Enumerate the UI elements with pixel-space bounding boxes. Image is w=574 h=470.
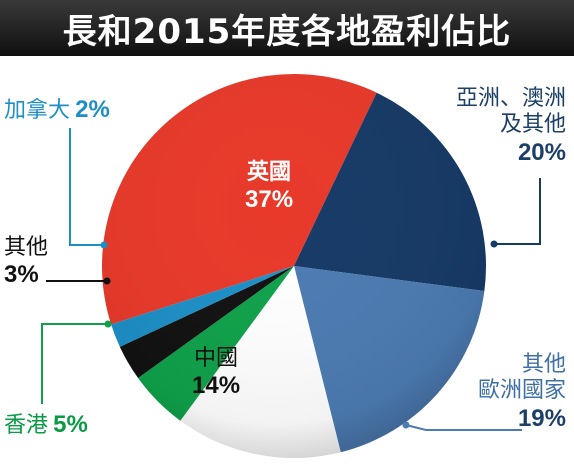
label-hk-name: 香港 — [4, 413, 49, 438]
label-uk-name: 英國 — [247, 160, 292, 185]
label-china: 中國 14% — [192, 346, 240, 401]
label-canada-name: 加拿大 — [4, 98, 71, 123]
leader-line-hk — [41, 323, 108, 404]
label-other: 其他 3% — [4, 235, 48, 290]
label-other-pct: 3% — [4, 261, 39, 289]
label-uk: 英國 37% — [245, 160, 293, 215]
leader-dot-other — [103, 277, 111, 285]
leader-dot-asia — [490, 240, 498, 248]
leader-line-asia — [494, 178, 541, 245]
label-china-pct: 14% — [192, 372, 241, 400]
label-europe-line2: 歐洲國家 — [477, 378, 566, 404]
label-europe-line1: 其他 — [521, 352, 566, 377]
label-asia: 亞洲、澳洲 及其他 20% — [456, 86, 566, 168]
title-bar: 長和2015年度各地盈利佔比 — [0, 0, 574, 56]
label-asia-line1: 亞洲、澳洲 — [455, 86, 566, 111]
leader-dot-hk — [104, 320, 112, 328]
label-hk: 香港 5% — [4, 411, 88, 440]
label-canada-pct: 2% — [75, 96, 110, 123]
label-canada: 加拿大 2% — [4, 96, 110, 125]
pie-shading — [102, 74, 486, 458]
leader-dot-europe — [402, 421, 410, 429]
label-china-name: 中國 — [194, 346, 239, 371]
leader-line-canada — [69, 128, 104, 246]
leader-dot-canada — [100, 241, 108, 249]
label-hk-pct: 5% — [53, 411, 88, 438]
chart-title: 長和2015年度各地盈利佔比 — [62, 11, 512, 52]
label-europe-pct: 19% — [517, 404, 566, 432]
label-europe: 其他 歐洲國家 19% — [478, 352, 566, 434]
leader-line-europe — [405, 424, 522, 431]
label-uk-pct: 37% — [245, 186, 294, 214]
label-asia-pct: 20% — [517, 138, 566, 166]
label-asia-line2: 及其他 — [499, 112, 566, 138]
label-other-name: 其他 — [4, 235, 49, 260]
